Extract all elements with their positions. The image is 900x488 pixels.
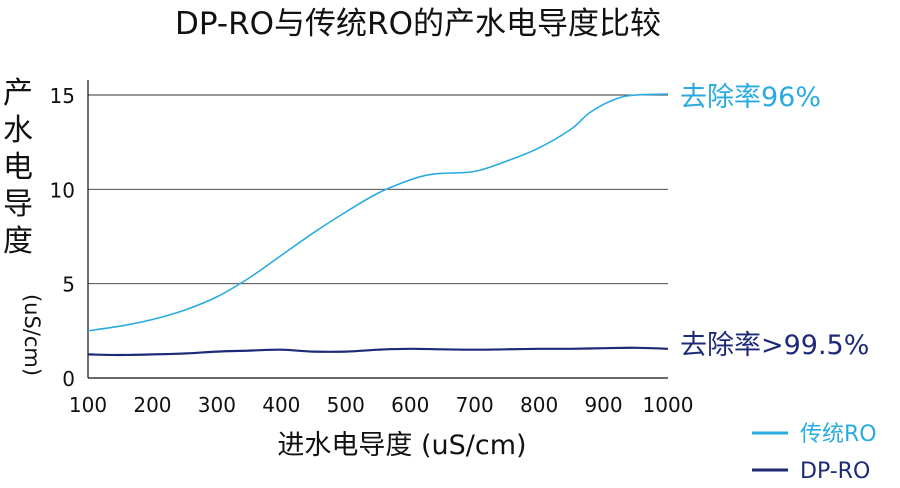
y-label-char: 电 [3, 150, 33, 185]
y-label-unit: (uS/cm) [20, 294, 44, 376]
x-tick-label: 100 [69, 393, 107, 417]
x-tick-label: 400 [262, 393, 300, 417]
y-label-char: 水 [3, 113, 33, 148]
x-tick-label: 300 [198, 393, 236, 417]
series-layer [87, 93, 669, 357]
x-tick-label: 700 [456, 393, 494, 417]
x-axis-label: 进水电导度 (uS/cm) [277, 430, 526, 461]
series-annotation: 去除率>99.5% [680, 330, 869, 361]
y-tick-labels: 0 5 10 15 [50, 84, 75, 391]
y-tick-label: 0 [62, 367, 75, 391]
y-label-char: 度 [3, 224, 33, 259]
x-tick-label: 500 [327, 393, 365, 417]
x-tick-labels: 100 200 300 400 500 600 700 800 900 1000 [69, 393, 694, 417]
x-tick-label: 900 [584, 393, 622, 417]
y-label-char: 产 [3, 76, 33, 111]
grid-layer [88, 94, 668, 285]
x-tick-label: 600 [391, 393, 429, 417]
legend-label: 传统RO [800, 422, 877, 447]
y-tick-label: 15 [50, 84, 75, 108]
series-annotation: 去除率96% [680, 82, 821, 113]
y-label-char: 导 [3, 187, 33, 222]
series-line [87, 93, 669, 332]
series-line [87, 346, 669, 357]
x-tick-label: 800 [520, 393, 558, 417]
series-annotations: 去除率96% 去除率>99.5% [680, 82, 869, 361]
y-axis-label: 产水电导度 (uS/cm) [3, 76, 44, 376]
legend: 传统RO DP-RO [752, 422, 877, 484]
x-tick-label: 200 [133, 393, 171, 417]
y-tick-label: 10 [50, 178, 75, 202]
legend-label: DP-RO [800, 459, 870, 484]
chart-title: DP-RO与传统RO的产水电导度比较 [175, 6, 661, 42]
x-tick-label: 1000 [643, 393, 694, 417]
y-tick-label: 5 [62, 273, 75, 297]
